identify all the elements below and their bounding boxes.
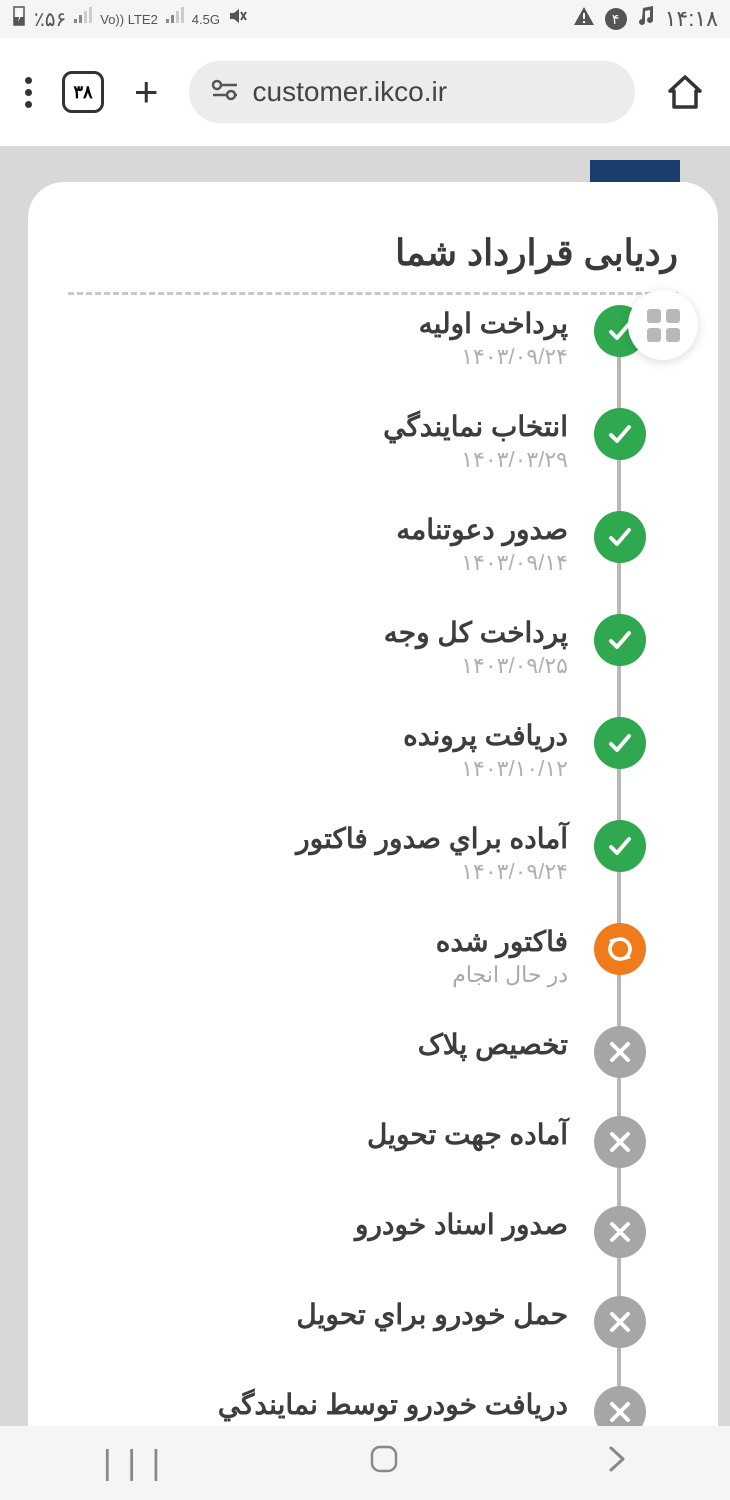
timeline-step: پرداخت اولیه ۱۴۰۳/۰۹/۲۴ — [68, 305, 646, 370]
step-text: فاکتور شده در حال انجام — [68, 923, 568, 988]
timeline: پرداخت اولیه ۱۴۰۳/۰۹/۲۴ انتخاب نمايندگي ۱۴۰… — [68, 305, 678, 1426]
step-label: پرداخت کل وجه — [68, 616, 568, 649]
divider — [68, 292, 678, 295]
step-text: صدور دعوتنامه ۱۴۰۳/۰۹/۱۴ — [68, 511, 568, 576]
timeline-step: آماده براي صدور فاکتور ۱۴۰۳/۰۹/۲۴ — [68, 820, 646, 885]
new-tab-button[interactable]: + — [134, 68, 159, 116]
tab-count: ۳۸ — [73, 82, 92, 103]
step-date: ۱۴۰۳/۰۹/۲۴ — [68, 344, 568, 370]
nav-back-button[interactable] — [605, 1444, 627, 1483]
timeline-step: دریافت خودرو توسط نمايندگي — [68, 1386, 646, 1426]
step-label: آماده جهت تحویل — [68, 1118, 568, 1151]
x-icon — [594, 1296, 646, 1348]
step-text: دریافت خودرو توسط نمايندگي — [68, 1386, 568, 1421]
timeline-step: فاکتور شده در حال انجام — [68, 923, 646, 988]
x-icon — [594, 1026, 646, 1078]
step-text: آماده براي صدور فاکتور ۱۴۰۳/۰۹/۲۴ — [68, 820, 568, 885]
timeline-step: صدور دعوتنامه ۱۴۰۳/۰۹/۱۴ — [68, 511, 646, 576]
step-label: انتخاب نمايندگي — [68, 410, 568, 443]
step-date: ۱۴۰۳/۰۹/۲۴ — [68, 859, 568, 885]
timeline-step: انتخاب نمايندگي ۱۴۰۳/۰۳/۲۹ — [68, 408, 646, 473]
url-bar[interactable]: customer.ikco.ir — [189, 61, 635, 123]
step-text: تخصیص پلاک — [68, 1026, 568, 1061]
browser-bar: ۳۸ + customer.ikco.ir — [0, 38, 730, 146]
tracking-modal: ردیابی قرارداد شما پرداخت اولیه ۱۴۰۳/۰۹/۲… — [28, 182, 718, 1426]
step-text: حمل خودرو براي تحویل — [68, 1296, 568, 1331]
notif-badge: ۴ — [605, 8, 627, 30]
home-button[interactable] — [665, 72, 705, 112]
grid-icon — [647, 309, 680, 342]
menu-icon[interactable] — [25, 77, 32, 108]
signal1-icon — [74, 7, 92, 31]
x-icon — [594, 1206, 646, 1258]
step-label: آماده براي صدور فاکتور — [68, 822, 568, 855]
step-text: پرداخت کل وجه ۱۴۰۳/۰۹/۲۵ — [68, 614, 568, 679]
check-icon — [594, 408, 646, 460]
step-text: صدور اسناد خودرو — [68, 1206, 568, 1241]
step-label: فاکتور شده — [68, 925, 568, 958]
mute-icon — [228, 6, 248, 32]
timeline-step: حمل خودرو براي تحویل — [68, 1296, 646, 1348]
music-icon — [637, 6, 655, 32]
tabs-button[interactable]: ۳۸ — [62, 71, 104, 113]
check-icon — [594, 820, 646, 872]
timeline-step: تخصیص پلاک — [68, 1026, 646, 1078]
check-icon — [594, 614, 646, 666]
nav-recent-button[interactable]: | | | — [103, 1444, 163, 1483]
battery-icon — [12, 5, 26, 33]
step-date: ۱۴۰۳/۰۹/۱۴ — [68, 550, 568, 576]
step-label: حمل خودرو براي تحویل — [68, 1298, 568, 1331]
url-text: customer.ikco.ir — [253, 76, 448, 108]
status-left: ٪۵۶ Vo)) LTE2 4.5G — [12, 5, 248, 33]
grid-handle-button[interactable] — [628, 290, 698, 360]
step-text: پرداخت اولیه ۱۴۰۳/۰۹/۲۴ — [68, 305, 568, 370]
nav-bar: | | | — [0, 1426, 730, 1500]
sim1-text: Vo)) LTE2 — [100, 13, 158, 26]
nav-home-button[interactable] — [369, 1444, 399, 1483]
clock-text: ۱۴:۱۸ — [665, 6, 718, 32]
status-right: ۴ ۱۴:۱۸ — [573, 6, 718, 32]
step-label: دریافت خودرو توسط نمايندگي — [68, 1388, 568, 1421]
timeline-step: آماده جهت تحویل — [68, 1116, 646, 1168]
step-label: تخصیص پلاک — [68, 1028, 568, 1061]
step-label: دریافت پرونده — [68, 719, 568, 752]
step-date: در حال انجام — [68, 962, 568, 988]
timeline-step: دریافت پرونده ۱۴۰۳/۱۰/۱۲ — [68, 717, 646, 782]
timeline-step: صدور اسناد خودرو — [68, 1206, 646, 1258]
step-text: آماده جهت تحویل — [68, 1116, 568, 1151]
warning-icon — [573, 6, 595, 32]
signal2-icon — [166, 7, 184, 31]
modal-title: ردیابی قرارداد شما — [68, 232, 678, 274]
step-label: صدور دعوتنامه — [68, 513, 568, 546]
sim2-text: 4.5G — [192, 12, 220, 27]
x-icon — [594, 1116, 646, 1168]
x-icon — [594, 1386, 646, 1426]
step-date: ۱۴۰۳/۱۰/۱۲ — [68, 756, 568, 782]
status-bar: ٪۵۶ Vo)) LTE2 4.5G ۴ ۱۴:۱۸ — [0, 0, 730, 38]
step-label: صدور اسناد خودرو — [68, 1208, 568, 1241]
timeline-step: پرداخت کل وجه ۱۴۰۳/۰۹/۲۵ — [68, 614, 646, 679]
refresh-icon — [594, 923, 646, 975]
check-icon — [594, 717, 646, 769]
step-text: انتخاب نمايندگي ۱۴۰۳/۰۳/۲۹ — [68, 408, 568, 473]
step-date: ۱۴۰۳/۰۳/۲۹ — [68, 447, 568, 473]
battery-text: ٪۵۶ — [34, 7, 66, 32]
check-icon — [594, 511, 646, 563]
site-settings-icon[interactable] — [211, 76, 239, 108]
step-date: ۱۴۰۳/۰۹/۲۵ — [68, 653, 568, 679]
step-label: پرداخت اولیه — [68, 307, 568, 340]
step-text: دریافت پرونده ۱۴۰۳/۱۰/۱۲ — [68, 717, 568, 782]
